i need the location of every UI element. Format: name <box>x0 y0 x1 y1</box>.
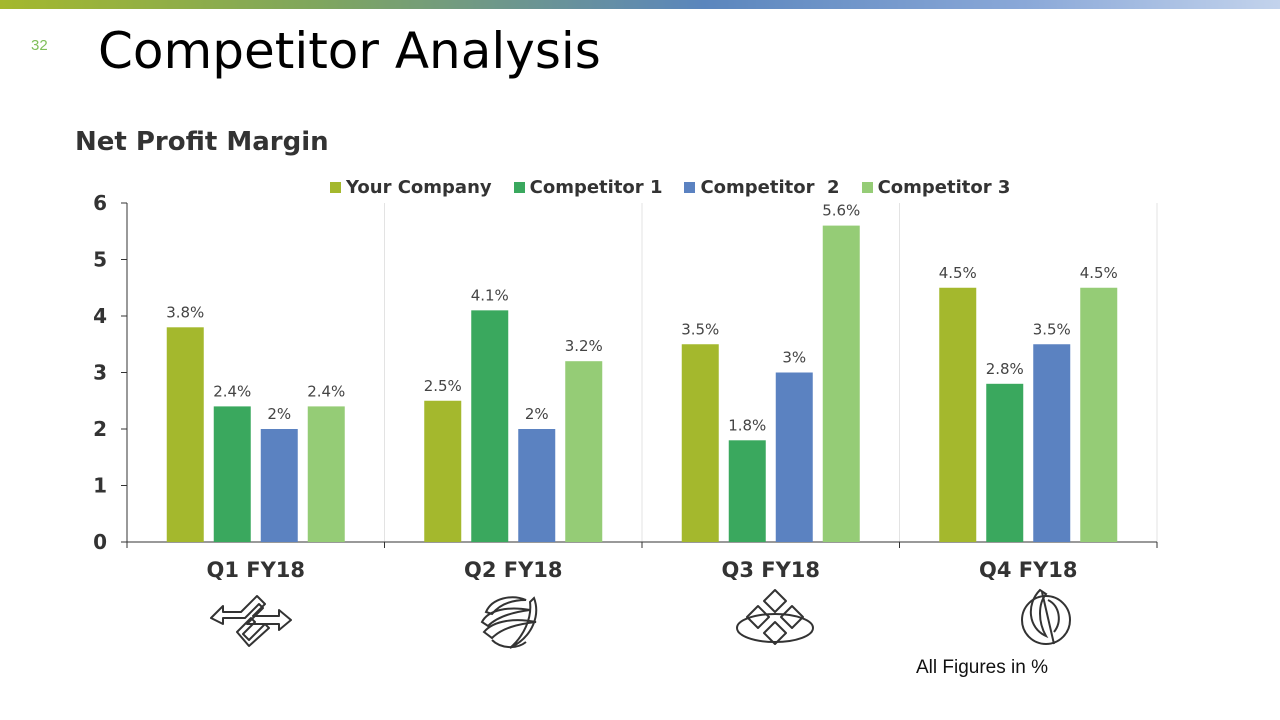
legend-item-competitor-3: Competitor 3 <box>861 176 1011 198</box>
circle-leaf-icon <box>1021 588 1071 645</box>
legend-item-competitor-2: Competitor 2 <box>684 176 840 198</box>
legend-label: Competitor 2 <box>700 176 840 198</box>
data-label: 3.2% <box>565 337 603 355</box>
bar <box>213 406 251 542</box>
data-label: 2% <box>267 405 291 423</box>
data-label: 2.4% <box>213 382 251 400</box>
y-tick-label: 4 <box>93 304 107 328</box>
data-label: 2.4% <box>307 382 345 400</box>
figures-footnote: All Figures in % <box>916 657 1048 678</box>
legend-item-your-company: Your Company <box>330 177 492 198</box>
bar <box>565 361 603 542</box>
slide-title: Competitor Analysis <box>98 22 601 80</box>
legend-label: Competitor 3 <box>877 176 1011 198</box>
swirl-sphere-icon <box>480 596 538 649</box>
legend-label: Your Company <box>346 176 492 198</box>
data-label: 2% <box>525 405 549 423</box>
data-label: 3.8% <box>166 303 204 321</box>
chart-subtitle: Net Profit Margin <box>75 127 329 157</box>
arrows-exchange-icon <box>210 595 292 647</box>
bar <box>518 429 556 542</box>
y-tick-label: 3 <box>93 361 107 385</box>
bar <box>166 327 204 542</box>
data-label: 3.5% <box>681 320 719 338</box>
page-number: 32 <box>31 37 48 54</box>
legend-swatch <box>513 181 525 193</box>
bar <box>424 400 462 542</box>
data-label: 5.6% <box>822 202 860 220</box>
x-category-label: Q4 FY18 <box>979 558 1078 582</box>
bar <box>775 372 813 542</box>
data-label: 4.1% <box>471 286 509 304</box>
bar <box>1080 287 1118 542</box>
bar <box>260 429 298 542</box>
bar <box>681 344 719 542</box>
data-label: 2.5% <box>424 377 462 395</box>
top-accent-bar <box>0 0 1280 9</box>
y-tick-label: 2 <box>93 417 107 441</box>
bar <box>1033 344 1071 542</box>
bar <box>939 287 977 542</box>
x-category-label: Q1 FY18 <box>206 558 305 582</box>
y-tick-label: 6 <box>93 191 107 215</box>
data-label: 4.5% <box>1080 264 1118 282</box>
data-label: 2.8% <box>986 360 1024 378</box>
bar <box>728 440 766 542</box>
y-tick-label: 0 <box>93 530 107 554</box>
y-tick-label: 5 <box>93 248 107 272</box>
data-label: 4.5% <box>939 264 977 282</box>
data-label: 3.5% <box>1033 320 1071 338</box>
diamond-squares-icon <box>736 589 814 645</box>
y-tick-label: 1 <box>93 474 107 498</box>
legend-swatch <box>330 181 341 193</box>
data-label: 1.8% <box>728 416 766 434</box>
bar <box>986 383 1024 542</box>
bar <box>471 310 509 542</box>
data-label: 3% <box>782 349 806 367</box>
x-category-label: Q3 FY18 <box>721 558 820 582</box>
legend-swatch <box>684 181 696 193</box>
chart-legend: Your Company Competitor 1 Competitor 2 C… <box>330 175 1032 199</box>
legend-item-competitor-1: Competitor 1 <box>513 176 663 198</box>
legend-label: Competitor 1 <box>529 176 663 198</box>
x-category-label: Q2 FY18 <box>464 558 563 582</box>
legend-swatch <box>861 181 873 193</box>
bar <box>307 406 345 542</box>
bar <box>822 225 860 542</box>
